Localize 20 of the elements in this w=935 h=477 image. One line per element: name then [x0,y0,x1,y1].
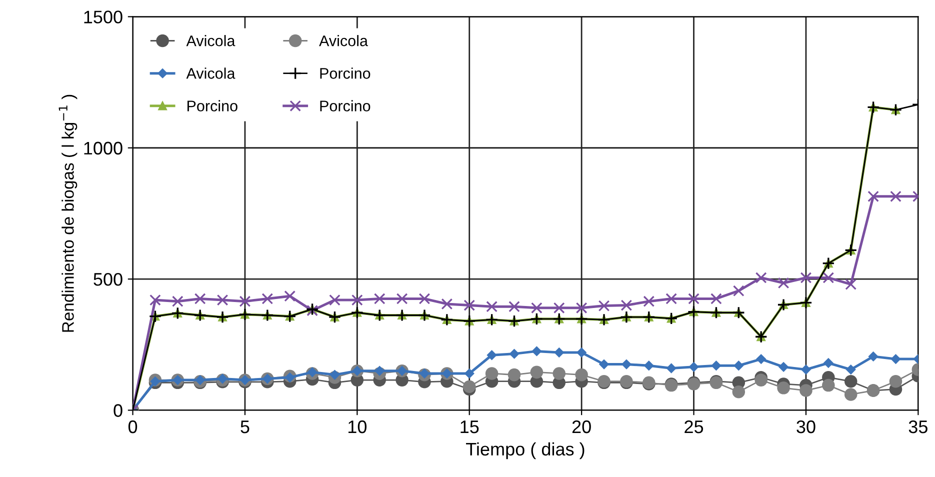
x-tick-label: 0 [128,420,138,434]
x-tick-label: 35 [908,420,928,434]
y-axis-title: Rendimiento de biogas ( l kg$^{−1}$ ) [58,94,78,332]
x-axis-title: Tiempo ( dias ) [466,442,584,460]
x-tick-label: 20 [572,420,591,434]
legend-label: Porcino [187,100,238,112]
y-tick-label: 1000 [84,142,122,155]
legend-label: Avicola [319,35,368,46]
legend-label: Porcino [320,100,370,112]
legend-label: Avicola [186,68,236,79]
x-tick-label: 25 [684,420,704,434]
y-tick-label: 1500 [84,10,122,24]
legend-label: Avicola [186,35,236,46]
x-tick-label: 30 [796,420,816,434]
x-tick-label: 5 [240,420,250,434]
legend-label: Porcino [320,68,370,79]
x-tick-label: 10 [348,420,367,434]
y-tick-label: 500 [94,272,122,286]
x-tick-label: 15 [460,420,479,434]
y-tick-label: 0 [114,404,122,417]
